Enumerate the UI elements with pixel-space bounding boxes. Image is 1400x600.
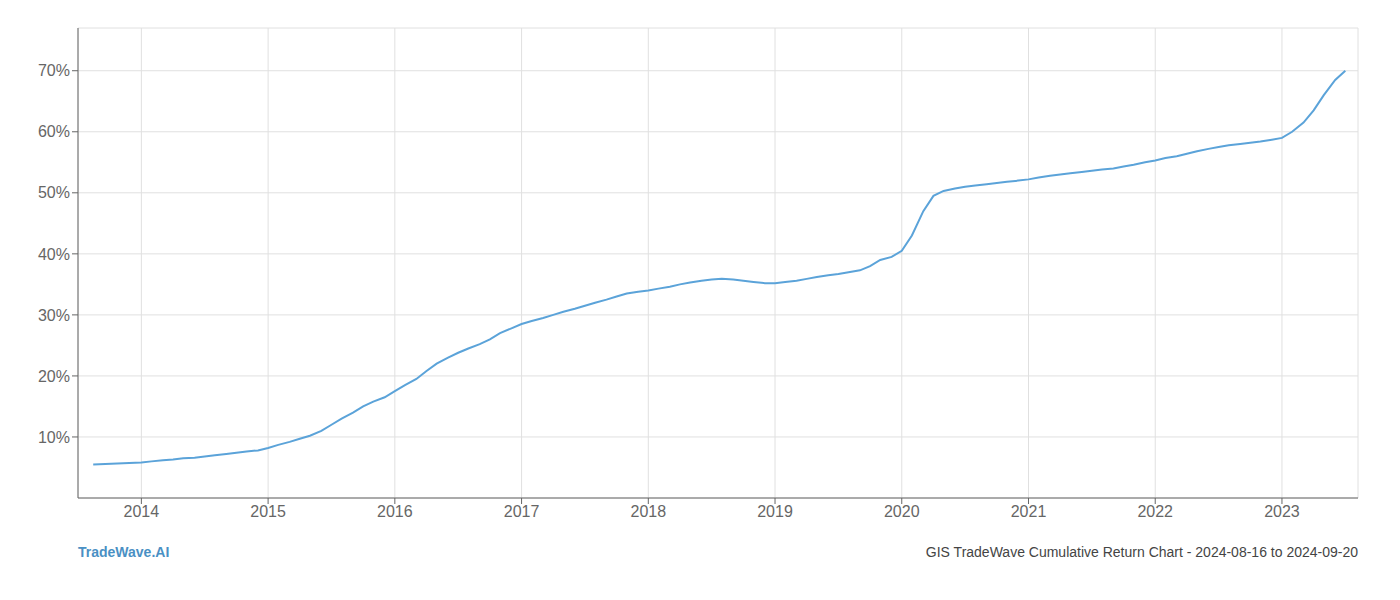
svg-text:2017: 2017 (504, 503, 540, 520)
svg-text:70%: 70% (38, 62, 70, 79)
svg-text:2014: 2014 (124, 503, 160, 520)
svg-text:2018: 2018 (631, 503, 667, 520)
svg-text:10%: 10% (38, 429, 70, 446)
svg-text:30%: 30% (38, 307, 70, 324)
svg-text:20%: 20% (38, 368, 70, 385)
svg-text:2019: 2019 (757, 503, 793, 520)
svg-text:40%: 40% (38, 246, 70, 263)
svg-text:50%: 50% (38, 184, 70, 201)
svg-text:2015: 2015 (250, 503, 286, 520)
html-text:TradeWave.AI: TradeWave.AI (78, 544, 170, 560)
svg-text:2022: 2022 (1137, 503, 1173, 520)
svg-text:60%: 60% (38, 123, 70, 140)
svg-text:2020: 2020 (884, 503, 920, 520)
html-text:GIS TradeWave Cumulative Retur: GIS TradeWave Cumulative Return Chart - … (925, 544, 1358, 560)
svg-text:2021: 2021 (1011, 503, 1047, 520)
svg-text:2016: 2016 (377, 503, 413, 520)
svg-text:2023: 2023 (1264, 503, 1300, 520)
